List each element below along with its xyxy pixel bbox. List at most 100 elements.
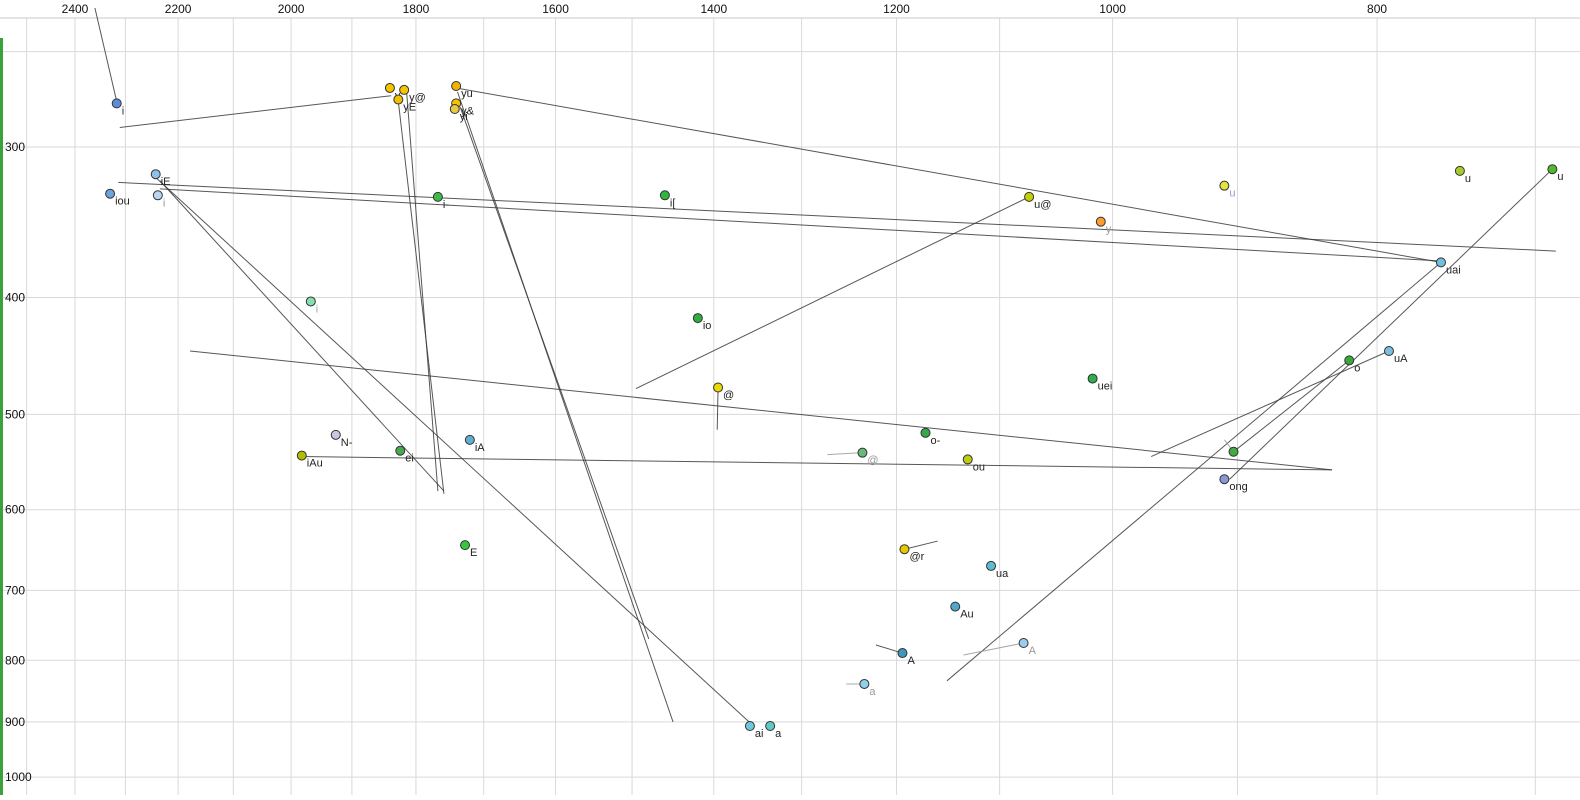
- data-point-o-[interactable]: [920, 427, 931, 438]
- data-point-yu[interactable]: [451, 81, 462, 92]
- data-point-ai[interactable]: [744, 720, 755, 731]
- point-label: A: [907, 655, 915, 667]
- trajectory-line: [406, 93, 439, 492]
- data-point-unlabeled[interactable]: [1228, 446, 1239, 457]
- point-label: @: [867, 455, 878, 467]
- data-point-Au[interactable]: [950, 601, 961, 612]
- trajectory-line: [301, 456, 1333, 471]
- data-point-i-[interactable]: [432, 191, 443, 202]
- point-label: ong: [1229, 481, 1247, 493]
- point-label: o-: [931, 435, 941, 447]
- data-point-i[[interactable]: [659, 190, 670, 201]
- y-tick-label: 400: [5, 291, 25, 305]
- data-point-io[interactable]: [692, 313, 703, 324]
- trajectory-line: [397, 101, 445, 494]
- trajectory-line: [904, 540, 938, 550]
- data-point-y[interactable]: [1095, 216, 1106, 227]
- data-point-ou[interactable]: [962, 454, 973, 465]
- point-label: i[: [670, 197, 676, 209]
- data-point-ong[interactable]: [1219, 474, 1230, 485]
- trajectory-line: [159, 188, 1442, 262]
- y-tick-label: 800: [5, 653, 25, 667]
- x-tick-label: 2000: [278, 2, 305, 16]
- point-label: yu: [461, 88, 473, 100]
- point-label: u: [1465, 173, 1471, 185]
- data-point-iAu[interactable]: [296, 450, 307, 461]
- trajectory-line: [159, 180, 445, 492]
- data-point-uai[interactable]: [1435, 257, 1446, 268]
- data-point-iou[interactable]: [105, 188, 116, 199]
- point-label: o: [1354, 362, 1360, 374]
- y-tick-label: 700: [5, 583, 25, 597]
- point-label: uei: [1098, 381, 1113, 393]
- y-tick-label: 300: [5, 140, 25, 154]
- y-tick-label: 500: [5, 407, 25, 421]
- trajectory-line: [946, 261, 1442, 682]
- point-label: i: [316, 303, 318, 315]
- trajectory-line: [456, 87, 1442, 263]
- y-tick-label: 1000: [5, 770, 32, 784]
- data-point-A[interactable]: [897, 648, 908, 659]
- data-point-yE[interactable]: [393, 94, 404, 105]
- point-label: y: [1106, 224, 1112, 236]
- trajectory-line: [1150, 350, 1390, 457]
- point-label: u: [1229, 188, 1235, 200]
- data-point-yi[interactable]: [449, 104, 460, 115]
- data-point-a[interactable]: [859, 678, 870, 689]
- point-label: y@: [409, 92, 426, 104]
- x-tick-label: 1000: [1099, 2, 1126, 16]
- point-label: yE: [403, 102, 416, 114]
- data-point-u[interactable]: [1454, 165, 1465, 176]
- data-point-uA[interactable]: [1383, 345, 1394, 356]
- point-label: iE: [161, 176, 171, 188]
- trajectory-line: [1233, 359, 1350, 453]
- x-tick-label: 1400: [700, 2, 727, 16]
- data-point-@[interactable]: [857, 447, 868, 458]
- point-label: y&: [461, 105, 475, 117]
- data-point-i[interactable]: [305, 296, 316, 307]
- data-point-@[interactable]: [713, 382, 724, 393]
- data-point-u[interactable]: [1547, 164, 1558, 175]
- data-point-iA[interactable]: [464, 434, 475, 445]
- x-tick-label: 800: [1367, 2, 1387, 16]
- x-tick-label: 2200: [165, 2, 192, 16]
- point-label: A: [1029, 645, 1037, 657]
- point-label: @r: [909, 551, 924, 563]
- data-point-ei[interactable]: [395, 445, 406, 456]
- point-label: a: [869, 686, 876, 698]
- trajectory-line: [963, 642, 1024, 656]
- trajectory-line: [635, 196, 1030, 390]
- point-label: iAu: [307, 458, 323, 470]
- point-label: E: [470, 547, 477, 559]
- point-label: iou: [115, 196, 130, 208]
- data-point-A[interactable]: [1018, 638, 1029, 649]
- data-point-uei[interactable]: [1087, 373, 1098, 384]
- point-label: ei: [405, 453, 414, 465]
- y-tick-label: 600: [5, 503, 25, 517]
- data-point-y@[interactable]: [399, 84, 410, 95]
- data-point-u@[interactable]: [1024, 191, 1035, 202]
- point-label: uai: [1446, 264, 1461, 276]
- data-point-E[interactable]: [460, 540, 471, 551]
- data-point-@r[interactable]: [899, 544, 910, 555]
- data-point-a[interactable]: [765, 720, 776, 731]
- data-point-ua[interactable]: [986, 560, 997, 571]
- trajectory-line: [94, 7, 118, 102]
- point-label: N-: [341, 437, 353, 449]
- point-label: i-: [443, 199, 449, 211]
- data-point-u[interactable]: [1219, 180, 1230, 191]
- x-tick-label: 1800: [403, 2, 430, 16]
- x-tick-label: 2400: [62, 2, 89, 16]
- data-point-iE[interactable]: [150, 169, 161, 180]
- data-point-i[interactable]: [111, 98, 122, 109]
- trajectory-line: [716, 388, 719, 430]
- data-point-N-[interactable]: [330, 429, 341, 440]
- point-label: ai: [755, 728, 764, 740]
- data-point-y[interactable]: [384, 82, 395, 93]
- y-tick-label: 900: [5, 715, 25, 729]
- data-point-o[interactable]: [1344, 355, 1355, 366]
- data-point-i[interactable]: [152, 190, 163, 201]
- trajectory-line: [459, 106, 650, 640]
